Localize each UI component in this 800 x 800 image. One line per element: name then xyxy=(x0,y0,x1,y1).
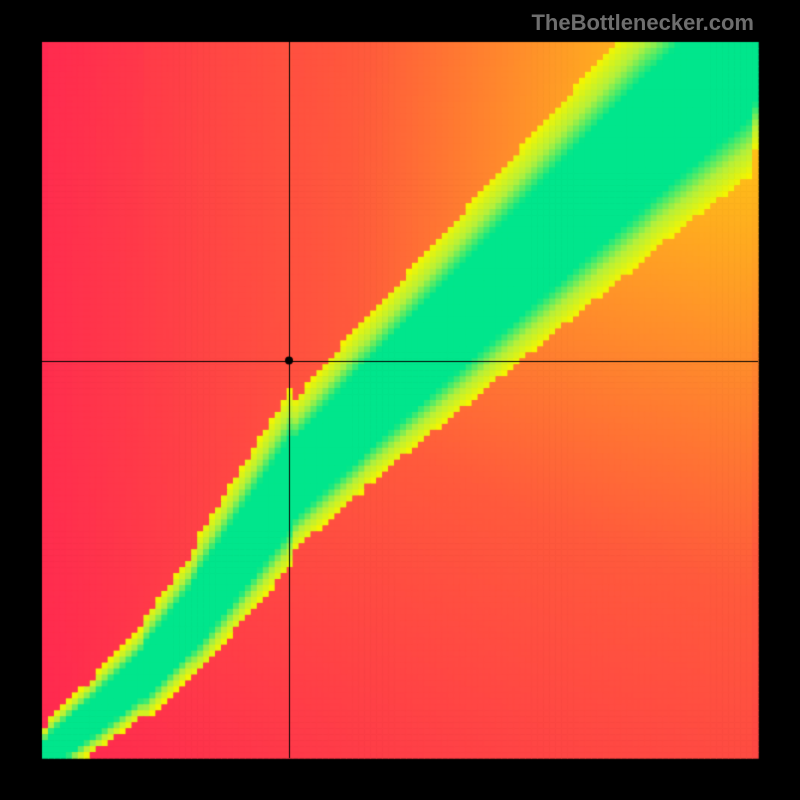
bottleneck-heatmap xyxy=(0,0,800,800)
watermark-text: TheBottlenecker.com xyxy=(531,10,754,36)
